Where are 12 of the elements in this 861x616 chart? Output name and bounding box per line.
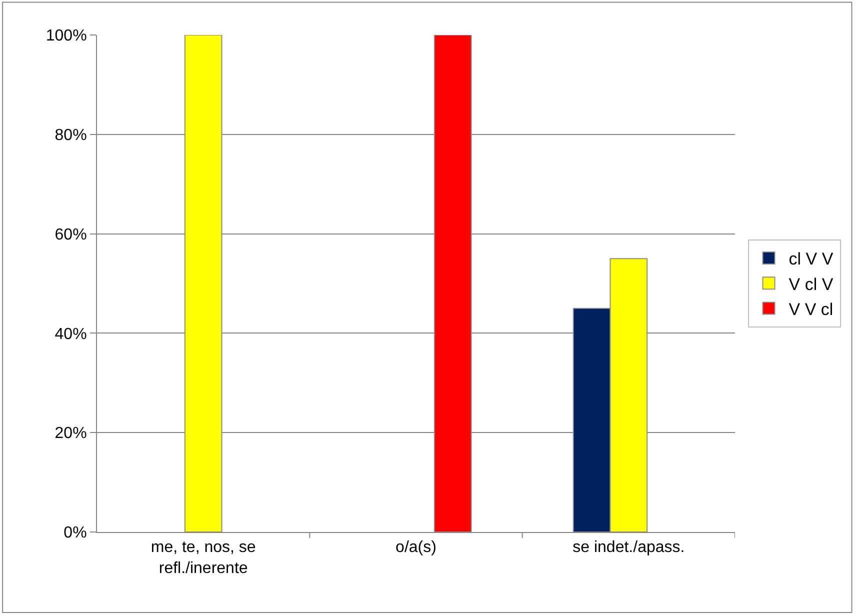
legend-label: V V cl xyxy=(788,300,834,319)
legend-label: cl V V xyxy=(788,250,834,269)
x-tick-label: se indet./apass. xyxy=(572,539,685,556)
y-tick-label: 20% xyxy=(54,425,87,442)
y-tick-label: 40% xyxy=(54,326,87,343)
x-tick-label: o/a(s) xyxy=(396,539,436,556)
y-tick-label: 0% xyxy=(64,524,87,542)
y-tick-label: 80% xyxy=(54,127,87,144)
x-tick-label: me, te, nos, se refl./inerente xyxy=(150,539,256,577)
legend-label: V cl V xyxy=(788,274,834,294)
y-tick-label: 60% xyxy=(54,226,87,244)
y-tick-label: 100% xyxy=(46,28,87,45)
